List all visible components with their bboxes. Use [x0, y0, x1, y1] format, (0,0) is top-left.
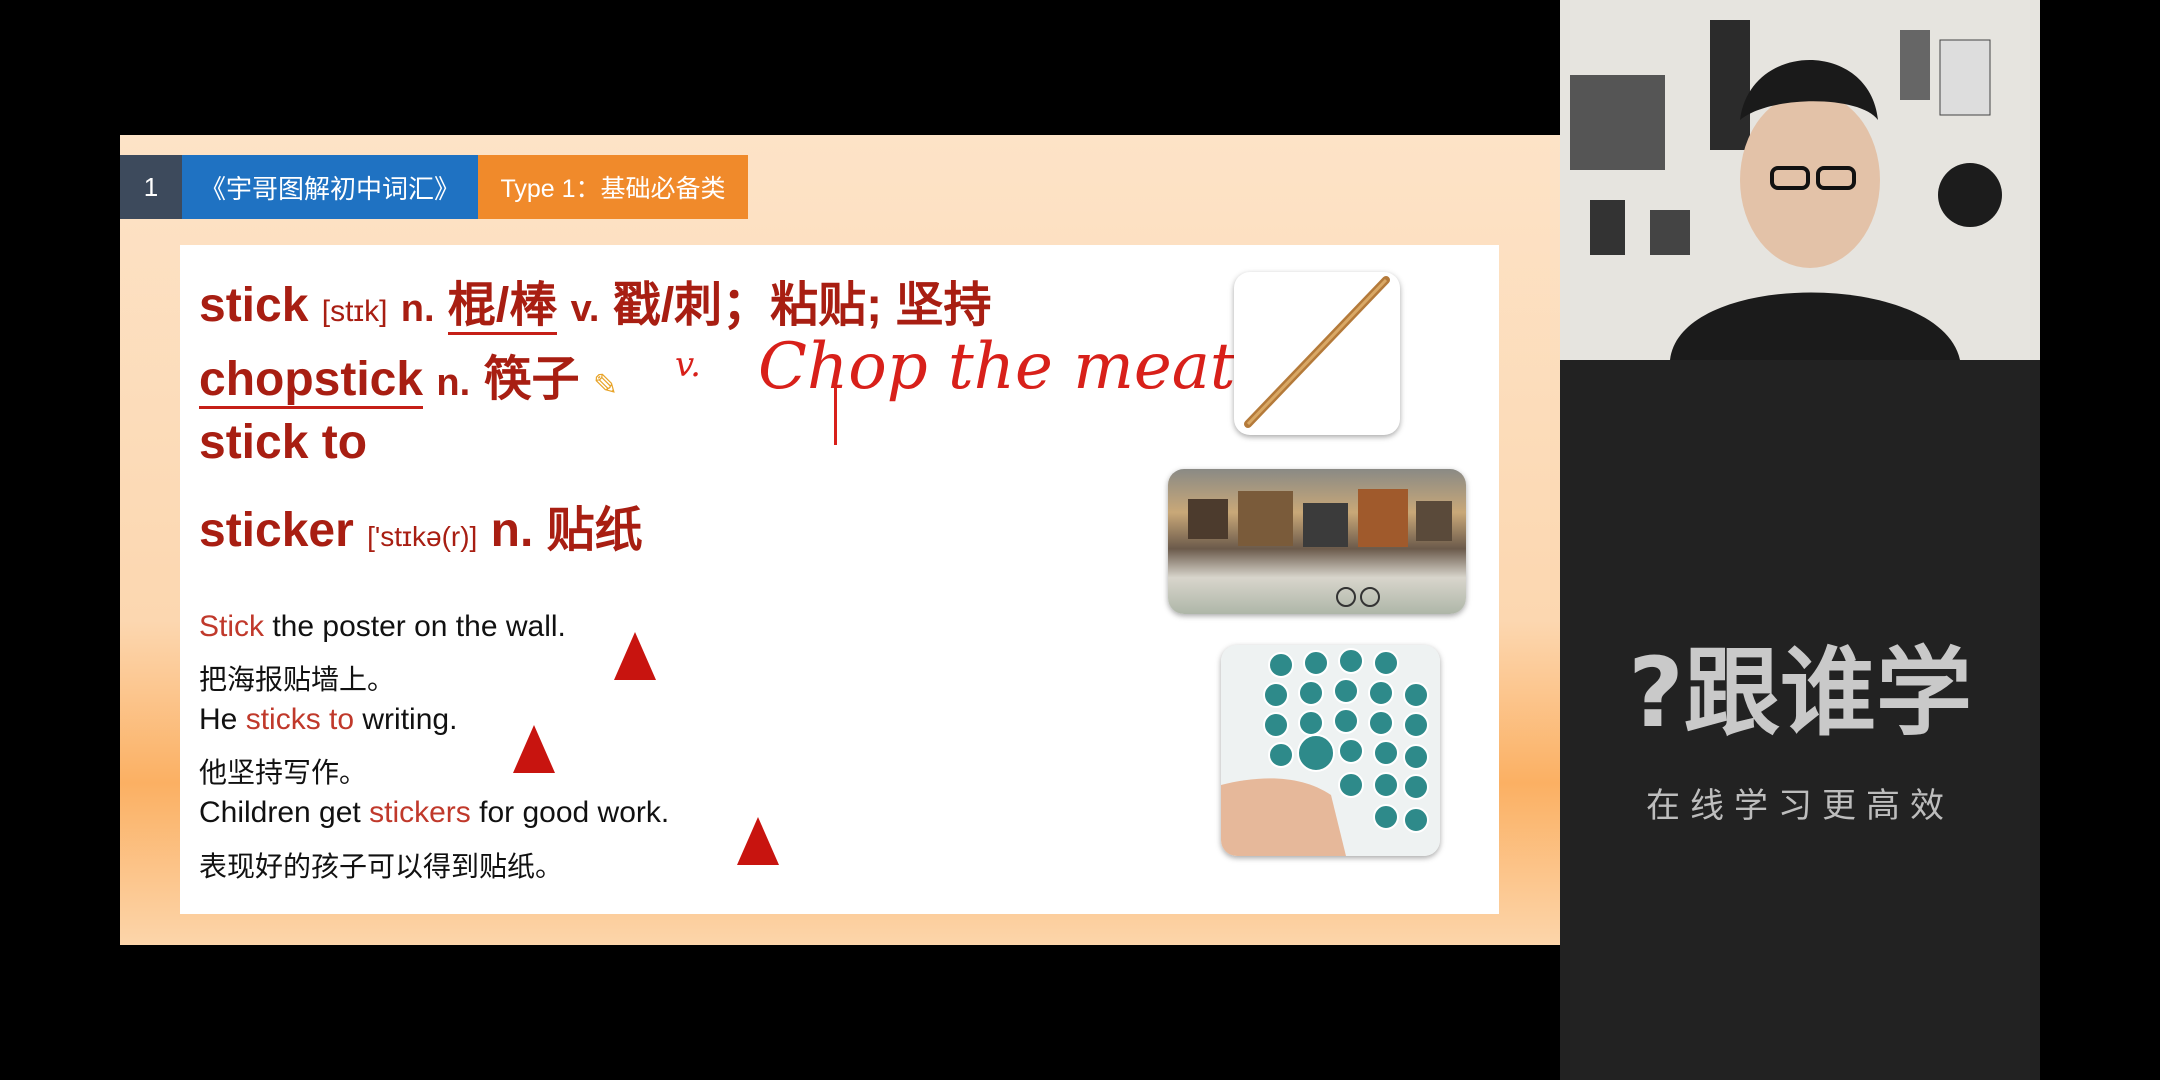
- stickers-sheet-image: [1221, 645, 1440, 856]
- course-title: 《宇哥图解初中词汇》: [182, 155, 478, 219]
- triangle-icon: [737, 817, 779, 865]
- meaning: 筷子: [483, 353, 580, 406]
- handwritten-v: v.: [675, 345, 701, 385]
- slide-number: 1: [120, 155, 182, 219]
- example-translation: 表现好的孩子可以得到贴纸。: [199, 850, 564, 883]
- stick-image: [1234, 272, 1400, 435]
- sticker-wall-image: [1168, 469, 1466, 614]
- triangle-icon: [614, 632, 656, 680]
- meaning: 戳/刺；粘贴; 坚持: [612, 279, 992, 332]
- lesson-slide: 1 《宇哥图解初中词汇》 Type 1：基础必备类 stick [stɪk] n…: [120, 135, 1560, 945]
- phonetic: [stɪk]: [321, 295, 388, 328]
- brand-logo: ?跟谁学: [1628, 637, 1972, 749]
- vocab-line-stick-to: stick to: [199, 415, 367, 470]
- vocab-line-stick: stick [stɪk] n. 棍/棒 v. 戳/刺；粘贴; 坚持: [199, 265, 991, 335]
- stick-icon: [1244, 276, 1390, 428]
- word: chopstick: [199, 353, 424, 409]
- pos: v.: [570, 288, 600, 330]
- phonetic: ['stɪkə(r)]: [367, 521, 478, 552]
- example-translation: 他坚持写作。: [199, 756, 368, 789]
- triangle-icon: [513, 725, 555, 773]
- meaning: 棍/棒: [447, 279, 558, 335]
- brand-watermark: ?跟谁学 在线学习更高效: [1600, 615, 2000, 827]
- handwritten-stroke: [834, 385, 837, 445]
- sticker-collage: [1188, 489, 1452, 607]
- pen-icon: ✎: [592, 369, 619, 402]
- example-sentence: Children get stickers for good work.: [199, 796, 670, 829]
- lesson-type: Type 1：基础必备类: [478, 155, 748, 219]
- sticker-sheet: [1221, 645, 1440, 856]
- handwritten-annotation: Chop the meat: [758, 330, 1236, 404]
- word: stick: [199, 279, 309, 332]
- vocab-line-sticker: sticker ['stɪkə(r)] n. 贴纸: [199, 490, 643, 560]
- pos: n.: [436, 362, 471, 404]
- vocab-line-chopstick: chopstick n. 筷子 ✎: [199, 339, 618, 409]
- pos: n.: [400, 288, 435, 330]
- example-translation: 把海报贴墙上。: [199, 663, 396, 696]
- example-sentence: Stick the poster on the wall.: [199, 610, 566, 643]
- example-sentence: He sticks to writing.: [199, 703, 458, 736]
- pos: n.: [490, 504, 534, 557]
- meaning: 贴纸: [546, 504, 643, 557]
- brand-slogan: 在线学习更高效: [1646, 786, 1954, 826]
- webcam-feed: [1560, 0, 2040, 360]
- word: stick to: [199, 416, 368, 469]
- teacher-video: [1560, 0, 2040, 360]
- vocab-card: stick [stɪk] n. 棍/棒 v. 戳/刺；粘贴; 坚持 chopst…: [180, 245, 1499, 914]
- word: sticker: [199, 504, 354, 557]
- slide-header: 1 《宇哥图解初中词汇》 Type 1：基础必备类: [120, 155, 748, 219]
